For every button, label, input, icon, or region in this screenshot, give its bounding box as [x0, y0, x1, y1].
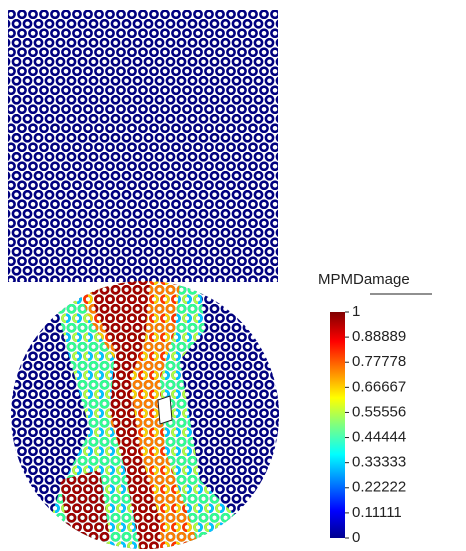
disk-specimen — [10, 280, 280, 550]
tick-label: 0.11111 — [352, 504, 402, 521]
tick-label: 0.44444 — [352, 429, 406, 446]
tick-label: 0 — [352, 529, 360, 546]
tick-label: 0.33333 — [352, 454, 406, 471]
tick-label: 1 — [352, 303, 360, 320]
colorbar-ticks: 1 0.88889 0.77778 0.66667 0.55556 0.44444 0.33… — [345, 303, 406, 546]
square-specimen — [8, 10, 278, 282]
tick-label: 0.77778 — [352, 353, 406, 370]
tick-label: 0.55556 — [352, 403, 406, 420]
tick-label: 0.88889 — [352, 328, 406, 345]
visualization: MPMDamage 1 0.88889 0.77778 0.66667 0.55556 0… — [0, 0, 466, 551]
tick-label: 0.66667 — [352, 378, 406, 395]
colorbar-title: MPMDamage — [318, 271, 410, 288]
colorbar — [330, 312, 345, 538]
tick-label: 0.22222 — [352, 479, 406, 496]
